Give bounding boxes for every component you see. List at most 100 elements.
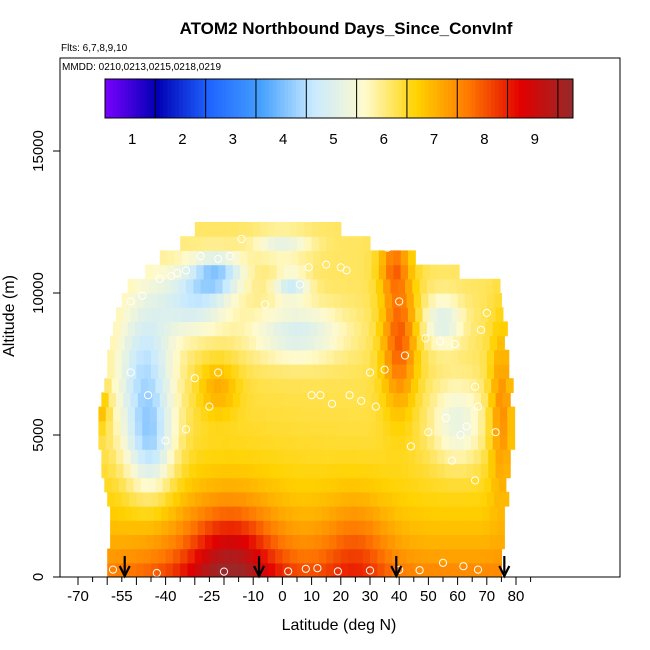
heat-cell bbox=[334, 449, 343, 464]
x-tick-label: 40 bbox=[391, 588, 408, 605]
heat-cell bbox=[456, 406, 465, 422]
heat-cell bbox=[443, 548, 451, 564]
heat-cell bbox=[419, 420, 428, 436]
heat-cell bbox=[378, 264, 387, 280]
sample-point bbox=[214, 368, 223, 377]
heat-cell bbox=[129, 364, 137, 379]
heat-cell bbox=[254, 250, 263, 266]
heat-cell bbox=[437, 307, 446, 322]
heat-cell bbox=[444, 449, 453, 464]
heat-cell bbox=[438, 335, 447, 351]
flights-note: Flts: 6,7,8,9,10 bbox=[61, 43, 128, 54]
heat-cell bbox=[209, 491, 218, 507]
heat-cell bbox=[310, 278, 319, 294]
heat-cell bbox=[416, 534, 425, 550]
heat-cell bbox=[413, 349, 422, 365]
heat-cell bbox=[368, 321, 377, 337]
heat-cell bbox=[222, 420, 231, 436]
heat-cell bbox=[174, 392, 183, 408]
heat-cell bbox=[368, 406, 377, 422]
heat-cell bbox=[397, 278, 406, 294]
heat-cell bbox=[387, 335, 396, 351]
heat-cell bbox=[353, 321, 362, 337]
heat-cell bbox=[216, 236, 225, 251]
heat-cell bbox=[202, 548, 210, 564]
heat-cell bbox=[327, 463, 336, 479]
colorbar-tick-label: 5 bbox=[329, 131, 337, 148]
heat-cell bbox=[311, 293, 320, 308]
heat-cell bbox=[426, 321, 435, 337]
heat-cell bbox=[483, 378, 492, 393]
heat-cell bbox=[251, 321, 260, 337]
colorbar-segment bbox=[296, 79, 301, 118]
heat-cell bbox=[426, 420, 435, 436]
heat-cell bbox=[203, 250, 212, 266]
heat-cell bbox=[130, 449, 139, 464]
heat-cell bbox=[238, 364, 247, 379]
heat-cell bbox=[394, 520, 403, 535]
heat-cell bbox=[311, 364, 320, 379]
heat-cell bbox=[159, 307, 168, 322]
heat-cell bbox=[488, 307, 497, 322]
x-tick-label: 10 bbox=[303, 588, 320, 605]
heat-cell bbox=[400, 250, 409, 266]
heat-cell bbox=[245, 349, 254, 365]
heat-cell bbox=[172, 349, 181, 365]
heat-cell bbox=[152, 264, 161, 280]
heat-cell bbox=[476, 477, 485, 493]
colorbar-segment bbox=[124, 79, 129, 118]
heat-cell bbox=[254, 463, 263, 479]
heat-cell bbox=[267, 491, 276, 507]
heat-cell bbox=[434, 321, 443, 337]
heat-cell bbox=[358, 335, 367, 351]
heat-cell bbox=[391, 349, 400, 365]
heat-cell bbox=[397, 406, 406, 422]
heat-cell bbox=[437, 449, 446, 464]
heat-cell bbox=[266, 278, 275, 294]
heat-cell bbox=[209, 349, 218, 365]
heat-cell bbox=[251, 278, 260, 294]
heat-cell bbox=[200, 278, 209, 294]
heat-cell bbox=[456, 278, 465, 294]
heat-cell bbox=[451, 307, 460, 322]
heat-cell bbox=[494, 562, 502, 577]
heat-cell bbox=[153, 520, 162, 535]
heat-cell bbox=[168, 335, 177, 351]
heat-cell bbox=[406, 491, 415, 507]
heat-cell bbox=[495, 449, 504, 464]
heat-cell bbox=[348, 293, 356, 308]
heat-cell bbox=[137, 307, 146, 322]
heat-cell bbox=[132, 335, 140, 351]
heat-cell bbox=[396, 378, 405, 393]
heat-cell bbox=[371, 307, 380, 322]
heat-cell bbox=[283, 307, 292, 322]
heat-cell bbox=[194, 364, 203, 379]
colorbar-segment bbox=[284, 79, 289, 118]
heat-cell bbox=[127, 435, 136, 450]
heat-cell bbox=[362, 293, 371, 308]
heat-cell bbox=[421, 293, 429, 308]
heat-cell bbox=[203, 264, 212, 280]
sample-point bbox=[421, 334, 430, 343]
heat-cell bbox=[215, 435, 224, 450]
heat-cell bbox=[295, 406, 304, 422]
heat-cell bbox=[232, 392, 241, 408]
sample-point bbox=[304, 263, 313, 272]
heat-cell bbox=[334, 392, 343, 408]
heat-cell bbox=[339, 435, 348, 450]
heat-cell bbox=[429, 449, 438, 464]
heat-cell bbox=[356, 463, 365, 479]
heat-cell bbox=[340, 236, 349, 251]
heat-cell bbox=[406, 349, 415, 365]
heat-cell bbox=[149, 321, 158, 337]
heat-cell bbox=[470, 420, 479, 436]
heat-cell bbox=[447, 378, 456, 393]
colorbar-segment bbox=[249, 79, 254, 118]
heat-cell bbox=[333, 548, 342, 564]
heat-cell bbox=[365, 534, 374, 550]
heat-cell bbox=[207, 435, 216, 450]
heat-cell bbox=[181, 250, 190, 266]
heat-cell bbox=[412, 278, 421, 294]
heat-cell bbox=[415, 449, 424, 464]
heat-cell bbox=[429, 463, 438, 479]
